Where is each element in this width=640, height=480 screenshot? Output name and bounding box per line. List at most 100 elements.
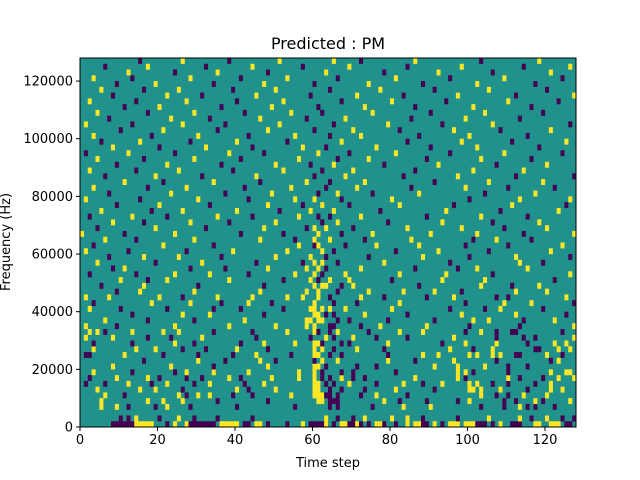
heatmap-cell [366, 328, 371, 335]
heatmap-cell [483, 109, 488, 116]
heatmap-cell [83, 323, 88, 330]
heatmap-cell [273, 386, 278, 393]
heatmap-cell [126, 415, 131, 422]
heatmap-cell [452, 357, 457, 364]
heatmap-cell [192, 380, 197, 387]
heatmap-cell [455, 415, 460, 422]
heatmap-cell [444, 98, 449, 105]
heatmap-cell [448, 259, 453, 266]
heatmap-cell [382, 69, 387, 76]
heatmap-cell [382, 161, 387, 168]
heatmap-cell [304, 323, 309, 330]
heatmap-cell [351, 375, 356, 382]
heatmap-cell [331, 300, 336, 307]
heatmap-cell [486, 415, 491, 422]
heatmap-cell [521, 167, 526, 174]
heatmap-cell [320, 398, 325, 405]
heatmap-cell [459, 311, 464, 318]
heatmap-cell [204, 63, 209, 70]
heatmap-cell [351, 225, 356, 232]
heatmap-cell [417, 421, 422, 428]
heatmap-cell [374, 392, 379, 399]
heatmap-cell [463, 340, 468, 347]
heatmap-cell [521, 334, 526, 341]
heatmap-cell [266, 127, 271, 134]
heatmap-cell [378, 323, 383, 330]
heatmap-cell [157, 294, 162, 301]
heatmap-cell [359, 323, 364, 330]
heatmap-cell [273, 161, 278, 168]
heatmap-cell [134, 98, 139, 105]
heatmap-cell [99, 207, 104, 214]
heatmap-cell [316, 352, 321, 358]
heatmap-cell [475, 230, 480, 237]
heatmap-cell [211, 179, 216, 185]
heatmap-cell [440, 380, 445, 387]
heatmap-cell [545, 161, 550, 168]
heatmap-cell [269, 375, 274, 382]
heatmap-cell [467, 421, 472, 428]
heatmap-cell [192, 156, 197, 162]
heatmap-cell [413, 421, 418, 428]
heatmap-cell [258, 357, 263, 364]
heatmap-cell [328, 213, 333, 220]
heatmap-cell [161, 398, 166, 405]
heatmap-cell [161, 352, 166, 358]
heatmap-cell [312, 323, 317, 330]
heatmap-cell [285, 294, 290, 301]
heatmap-cell [188, 75, 193, 82]
heatmap-cell [335, 415, 340, 422]
heatmap-cell [572, 92, 577, 99]
heatmap-cell [114, 323, 119, 330]
heatmap-cell [149, 132, 154, 139]
heatmap-cell [219, 161, 224, 168]
heatmap-cell [401, 403, 406, 410]
heatmap-cell [138, 138, 143, 145]
heatmap-cell [572, 323, 577, 330]
heatmap-cell [421, 254, 426, 260]
y-tick-label: 120000 [23, 75, 73, 90]
heatmap-cell [312, 225, 317, 232]
heatmap-cell [134, 167, 139, 174]
heatmap-cell [556, 98, 561, 105]
heatmap-cell [316, 317, 321, 324]
heatmap-cell [312, 340, 317, 347]
heatmap-cell [204, 144, 209, 151]
heatmap-cell [231, 352, 236, 358]
heatmap-cell [498, 127, 503, 134]
heatmap-cell [308, 305, 313, 312]
heatmap-cell [397, 398, 402, 405]
heatmap-cell [448, 75, 453, 82]
heatmap-cell [312, 236, 317, 243]
heatmap-cell [184, 375, 189, 382]
heatmap-cell [188, 421, 193, 428]
heatmap-cell [130, 421, 135, 428]
heatmap-cell [510, 202, 515, 209]
heatmap-cell [289, 392, 294, 399]
heatmap-cell [91, 346, 96, 353]
heatmap-cell [444, 271, 449, 278]
heatmap-cell [95, 328, 100, 335]
heatmap-cell [231, 392, 236, 399]
heatmap-cell [490, 421, 495, 428]
heatmap-cell [134, 415, 139, 422]
heatmap-cell [556, 207, 561, 214]
heatmap-cell [258, 288, 263, 295]
heatmap-cell [312, 127, 317, 134]
heatmap-cell [227, 58, 232, 64]
heatmap-cell [95, 156, 100, 162]
heatmap-cell [541, 109, 546, 116]
heatmap-cell [215, 69, 220, 76]
heatmap-cell [432, 421, 437, 428]
heatmap-cell [219, 421, 224, 428]
heatmap-cell [335, 398, 340, 405]
heatmap-cell [537, 346, 542, 353]
heatmap-cell [95, 109, 100, 116]
heatmap-cell [568, 398, 573, 405]
heatmap-cell [180, 121, 185, 128]
heatmap-cell [142, 421, 147, 428]
heatmap-cell [308, 277, 313, 284]
heatmap-cell [142, 357, 147, 364]
heatmap-cell [514, 398, 519, 405]
heatmap-cell [83, 380, 88, 387]
